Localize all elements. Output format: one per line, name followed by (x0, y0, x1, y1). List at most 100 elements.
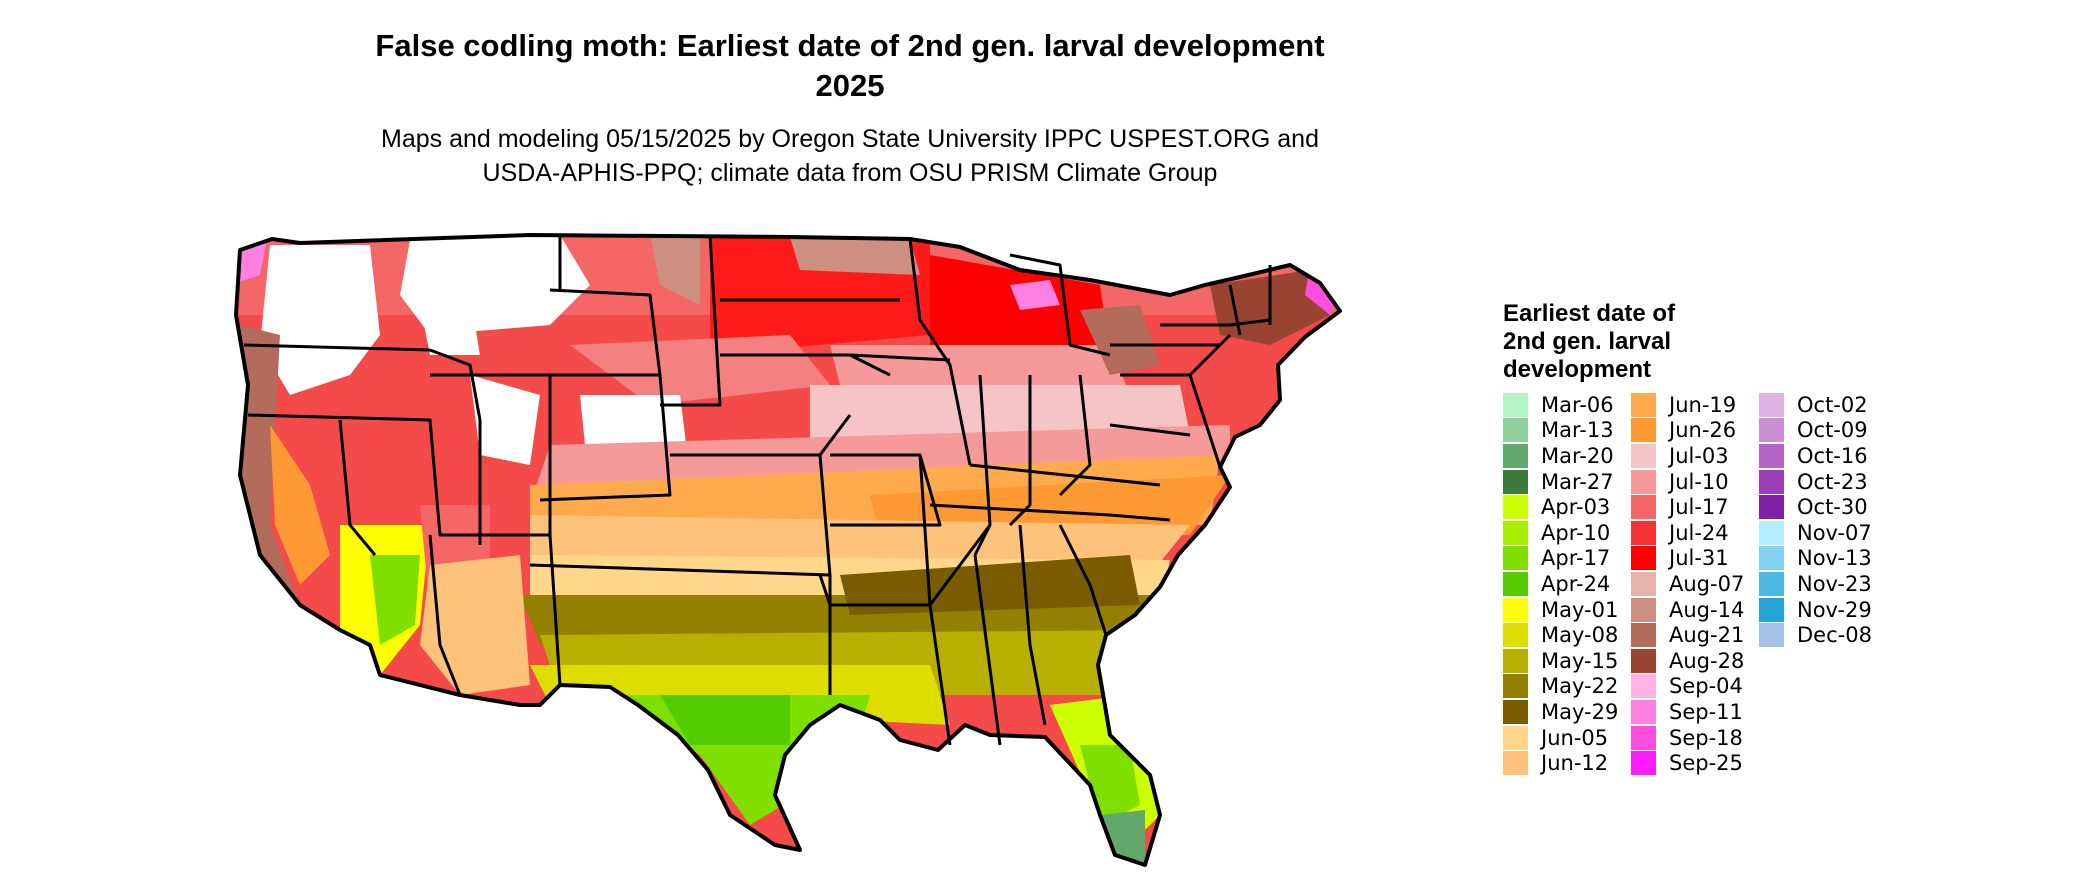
legend-item: Jul-24 (1631, 520, 1744, 546)
legend-label: Mar-20 (1541, 443, 1614, 468)
legend-label: Apr-03 (1541, 495, 1611, 520)
legend-swatch (1631, 418, 1656, 443)
legend-swatch (1631, 443, 1656, 468)
legend-label: May-01 (1541, 597, 1619, 622)
legend-label: Sep-11 (1669, 699, 1743, 724)
legend-item: Apr-03 (1503, 494, 1618, 520)
legend-item: Nov-23 (1759, 571, 1872, 597)
legend-swatch (1631, 725, 1656, 750)
legend-item: May-22 (1503, 674, 1618, 700)
legend-label: Jun-12 (1541, 751, 1609, 776)
legend-label: Apr-24 (1541, 571, 1611, 596)
legend-item: May-29 (1503, 699, 1618, 725)
legend-label: Dec-08 (1797, 623, 1872, 648)
map-subtitle: Maps and modeling 05/15/2025 by Oregon S… (0, 122, 1700, 190)
legend-item: Aug-14 (1631, 597, 1744, 623)
legend-item: Jul-10 (1631, 469, 1744, 495)
legend-item: Mar-13 (1503, 418, 1618, 444)
legend-item: Jul-31 (1631, 546, 1744, 572)
legend-item: Nov-29 (1759, 597, 1872, 623)
legend-swatch (1759, 520, 1784, 545)
legend-label: Oct-02 (1797, 392, 1868, 417)
legend-swatch (1503, 443, 1528, 468)
legend-entries: Mar-06 Mar-13 Mar-20 Mar-27 Apr-03 Apr-10 Apr-… (1503, 392, 1943, 792)
legend-item: Jun-12 (1503, 750, 1618, 776)
legend-label: Oct-23 (1797, 469, 1868, 494)
country-outline (234, 233, 1342, 867)
legend-item: Oct-09 (1759, 418, 1872, 444)
map-title-line1: False codling moth: Earliest date of 2nd… (375, 28, 1325, 63)
legend-item: May-08 (1503, 622, 1618, 648)
legend-item: Jun-19 (1631, 392, 1744, 418)
legend-swatch (1759, 469, 1784, 494)
legend-swatch (1503, 725, 1528, 750)
legend-label: Jun-05 (1541, 725, 1609, 750)
legend-label: Aug-28 (1669, 648, 1745, 673)
legend-swatch (1631, 392, 1656, 417)
legend-label: Sep-04 (1669, 674, 1743, 699)
legend-item: Oct-30 (1759, 494, 1872, 520)
legend-label: Oct-09 (1797, 418, 1868, 443)
legend-item: Sep-18 (1631, 725, 1744, 751)
legend-swatch (1631, 495, 1656, 520)
legend-item: Oct-23 (1759, 469, 1872, 495)
legend-label: Nov-13 (1797, 546, 1872, 571)
legend-item: Aug-07 (1631, 571, 1744, 597)
legend-swatch (1503, 699, 1528, 724)
legend-item: Sep-25 (1631, 750, 1744, 776)
legend-swatch (1631, 520, 1656, 545)
legend-label: Oct-30 (1797, 495, 1868, 520)
legend-item: Jun-05 (1503, 725, 1618, 751)
legend-column: Jun-19 Jun-26 Jul-03 Jul-10 Jul-17 Jul-24 Jul-… (1631, 392, 1744, 776)
legend-label: Sep-25 (1669, 751, 1743, 776)
legend-swatch (1503, 597, 1528, 622)
legend-swatch (1759, 571, 1784, 596)
legend-item: Nov-13 (1759, 546, 1872, 572)
legend-label: Nov-07 (1797, 520, 1872, 545)
legend-swatch (1503, 674, 1528, 699)
legend-label: Jul-24 (1669, 520, 1729, 545)
legend-swatch (1759, 495, 1784, 520)
legend-item: Mar-27 (1503, 469, 1618, 495)
legend-label: Mar-06 (1541, 392, 1614, 417)
legend-item: Aug-21 (1631, 622, 1744, 648)
legend-item: Apr-24 (1503, 571, 1618, 597)
legend-item: May-15 (1503, 648, 1618, 674)
legend-swatch (1503, 571, 1528, 596)
legend-label: Apr-10 (1541, 520, 1611, 545)
map-raster (236, 235, 1340, 865)
map-legend: Earliest date of 2nd gen. larval develop… (1503, 300, 1943, 792)
legend-label: Oct-16 (1797, 443, 1868, 468)
legend-label: Mar-27 (1541, 469, 1614, 494)
legend-item: Apr-10 (1503, 520, 1618, 546)
legend-label: Sep-18 (1669, 725, 1743, 750)
legend-column: Oct-02 Oct-09 Oct-16 Oct-23 Oct-30 Nov-07 Nov-… (1759, 392, 1872, 648)
legend-label: Jun-19 (1669, 392, 1737, 417)
legend-item: Jun-26 (1631, 418, 1744, 444)
legend-item: Mar-06 (1503, 392, 1618, 418)
legend-swatch (1759, 418, 1784, 443)
legend-item: Nov-07 (1759, 520, 1872, 546)
legend-label: Mar-13 (1541, 418, 1614, 443)
map-title-line2: 2025 (815, 68, 885, 103)
legend-item: Aug-28 (1631, 648, 1744, 674)
legend-swatch (1503, 546, 1528, 571)
legend-label: Aug-14 (1669, 597, 1745, 622)
legend-item: Sep-04 (1631, 674, 1744, 700)
legend-swatch (1631, 597, 1656, 622)
legend-swatch (1759, 392, 1784, 417)
legend-swatch (1503, 495, 1528, 520)
legend-swatch (1631, 751, 1656, 776)
legend-label: May-22 (1541, 674, 1619, 699)
legend-swatch (1759, 623, 1784, 648)
legend-label: May-29 (1541, 699, 1619, 724)
legend-item: Dec-08 (1759, 622, 1872, 648)
legend-swatch (1759, 597, 1784, 622)
legend-item: Oct-02 (1759, 392, 1872, 418)
legend-swatch (1759, 443, 1784, 468)
legend-item: Apr-17 (1503, 546, 1618, 572)
legend-swatch (1631, 546, 1656, 571)
legend-label: Aug-21 (1669, 623, 1745, 648)
legend-label: Apr-17 (1541, 546, 1611, 571)
legend-label: Aug-07 (1669, 571, 1745, 596)
